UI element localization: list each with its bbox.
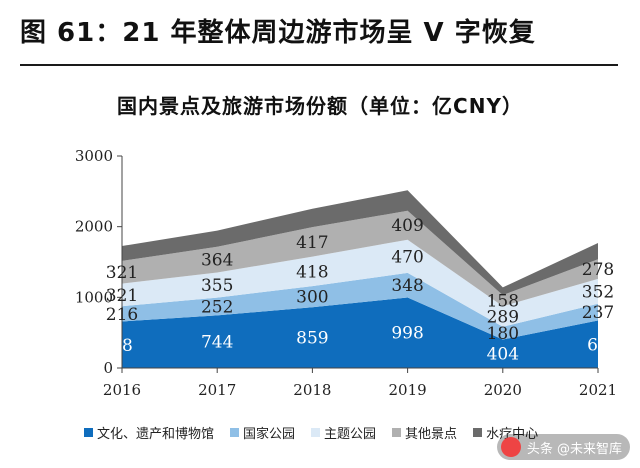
data-label: 409: [391, 216, 423, 236]
figure-title: 图 61：21 年整体周边游市场呈 V 字恢复: [20, 18, 536, 48]
data-label: 237: [582, 303, 614, 323]
legend-label: 其他景点: [405, 427, 458, 442]
area-series-2: [122, 272, 598, 340]
legend-item: 其他景点: [392, 423, 457, 442]
watermark-text: 头条 @未来智库: [526, 441, 622, 457]
legend-item: 主题公园: [311, 423, 376, 442]
x-tick-label: 2020: [484, 381, 522, 399]
data-label: 470: [391, 247, 423, 267]
legend-item: 国家公园: [230, 423, 295, 442]
watermark-logo-icon: [500, 437, 521, 457]
y-tick-label: 2000: [75, 218, 113, 236]
legend-label: 主题公园: [324, 427, 377, 442]
area-series-1: [122, 297, 598, 368]
x-tick-label: 2019: [389, 381, 427, 399]
data-label: 58: [111, 336, 133, 356]
data-label: 278: [582, 260, 614, 280]
data-label: 998: [391, 324, 423, 344]
data-label: 348: [391, 276, 423, 296]
data-label: 180: [487, 324, 519, 344]
x-tick-label: 2018: [293, 381, 331, 399]
chart-legend: 文化、遗产和博物馆 国家公园 主题公园 其他景点 水疗中心: [84, 423, 538, 442]
watermark: 头条 @未来智库: [496, 434, 630, 460]
data-label: 364: [201, 251, 233, 271]
stacked-area-chart: 0 1000 2000 3000 2016 2017 2018 2019 2020 2021 58 7…: [75, 147, 617, 399]
area-series-5: [122, 190, 598, 296]
legend-swatch: [230, 428, 240, 437]
data-label: 300: [296, 288, 328, 308]
data-label: 289: [487, 308, 519, 328]
data-label: 321: [106, 286, 138, 306]
chart-title: 国内景点及旅游市场份额（单位：亿CNY）: [117, 94, 523, 118]
y-tick-label: 1000: [75, 288, 113, 306]
data-label: 859: [296, 329, 328, 349]
data-label: 252: [201, 298, 233, 318]
legend-swatch: [84, 428, 93, 437]
data-label: 321: [106, 263, 138, 283]
legend-label: 水疗中心: [486, 427, 539, 442]
title-divider: [20, 64, 618, 66]
y-tick-label: 3000: [75, 147, 113, 165]
legend-label: 国家公园: [243, 427, 296, 442]
area-series-3: [122, 239, 598, 327]
data-label: 67: [587, 335, 609, 355]
x-tick-label: 2021: [579, 381, 617, 399]
area-series-4: [122, 210, 598, 307]
legend-label: 文化、遗产和博物馆: [97, 427, 215, 442]
legend-item: 文化、遗产和博物馆: [84, 423, 214, 442]
legend-swatch: [473, 428, 483, 437]
data-label: 158: [487, 292, 519, 312]
data-label: 216: [106, 305, 138, 325]
data-label: 404: [487, 345, 519, 365]
data-label: 355: [201, 276, 233, 296]
x-tick-label: 2017: [198, 381, 236, 399]
data-label: 418: [296, 262, 328, 282]
data-label: 417: [296, 233, 328, 253]
data-label: 744: [201, 333, 233, 353]
data-label: 352: [582, 282, 614, 302]
legend-item: 水疗中心: [473, 423, 538, 442]
x-tick-label: 2016: [103, 381, 141, 399]
y-tick-label: 0: [103, 359, 113, 377]
legend-swatch: [392, 428, 402, 437]
legend-swatch: [311, 428, 321, 437]
